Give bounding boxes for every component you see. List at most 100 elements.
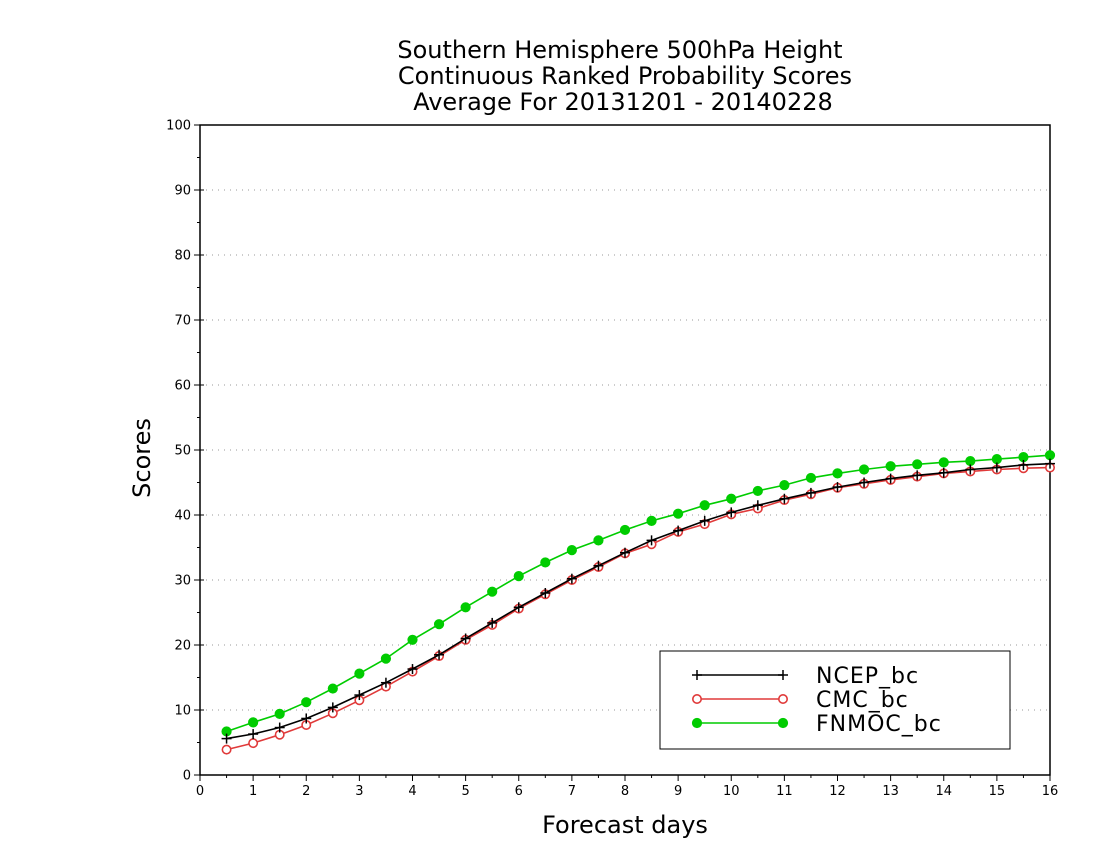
y-tick-label: 70 (174, 314, 191, 329)
data-point-fnmoc-bc (1044, 450, 1056, 461)
data-point-ncep-bc (566, 573, 577, 584)
legend-label: FNMOC_bc (816, 712, 942, 737)
y-tick-label: 30 (174, 574, 191, 589)
x-tick-label: 6 (515, 784, 523, 799)
data-point-fnmoc-bc (380, 653, 392, 664)
data-point-ncep-bc (752, 500, 763, 511)
data-point-fnmoc-bc (354, 668, 365, 679)
x-tick-label: 16 (1042, 784, 1059, 799)
x-tick-label: 7 (568, 784, 576, 799)
y-tick-label: 60 (174, 379, 191, 394)
x-tick-label: 9 (674, 784, 682, 799)
data-point-cmc-bc (221, 744, 232, 755)
data-point-fnmoc-bc (779, 480, 790, 491)
legend-entry-cmc-bc: CMC_bc (691, 688, 909, 713)
data-point-fnmoc-bc (460, 602, 471, 613)
legend-marker-left (692, 670, 702, 680)
data-point-fnmoc-bc (513, 571, 524, 582)
data-point-fnmoc-bc (274, 708, 285, 720)
data-point-fnmoc-bc (566, 545, 577, 556)
data-point-fnmoc-bc (912, 459, 923, 470)
x-tick-label: 15 (989, 784, 1006, 799)
chart-title: Southern Hemisphere 500hPa Height Contin… (397, 36, 852, 116)
data-point-ncep-bc (301, 713, 312, 724)
legend-box (659, 650, 1011, 750)
legend-entry-ncep-bc: NCEP_bc (692, 664, 919, 689)
y-tick-label: 100 (166, 119, 191, 134)
data-point-ncep-bc (859, 477, 870, 488)
legend-label: CMC_bc (816, 688, 909, 713)
data-point-ncep-bc (699, 515, 710, 526)
data-point-ncep-bc (646, 535, 657, 546)
y-tick-label: 80 (174, 249, 191, 264)
x-tick-label: 13 (882, 784, 899, 799)
x-tick-label: 11 (776, 784, 793, 799)
data-point-fnmoc-bc (938, 457, 949, 468)
y-tick-label: 40 (174, 509, 191, 524)
x-axis-label: Forecast days (542, 811, 708, 839)
data-point-ncep-bc (885, 473, 896, 484)
data-point-fnmoc-bc (327, 683, 338, 694)
data-point-ncep-bc (593, 560, 604, 571)
data-point-ncep-bc (673, 525, 684, 536)
data-point-fnmoc-bc (965, 455, 976, 467)
data-point-ncep-bc (726, 507, 737, 518)
data-point-fnmoc-bc (726, 493, 737, 504)
data-point-ncep-bc (540, 588, 551, 598)
x-tick-label: 4 (408, 784, 416, 799)
data-point-ncep-bc (965, 464, 976, 475)
y-tick-label: 0 (183, 769, 191, 784)
data-point-ncep-bc (380, 677, 391, 688)
series-layer (221, 450, 1056, 755)
x-tick-label: 0 (196, 784, 204, 799)
data-point-fnmoc-bc (646, 515, 657, 526)
data-point-ncep-bc (912, 470, 923, 481)
y-tick-label: 90 (174, 184, 191, 199)
data-point-ncep-bc (487, 617, 498, 628)
x-tick-label: 8 (621, 784, 629, 799)
data-point-ncep-bc (991, 462, 1002, 473)
y-tick-label: 20 (174, 639, 191, 654)
y-axis-label: Scores (128, 418, 156, 498)
data-point-ncep-bc (938, 467, 949, 478)
x-tick-label: 3 (355, 784, 363, 799)
legend-label: NCEP_bc (816, 664, 919, 689)
data-point-ncep-bc (620, 547, 630, 558)
legend-marker-left (691, 717, 703, 729)
data-point-fnmoc-bc (487, 586, 498, 597)
data-point-ncep-bc (274, 722, 285, 733)
data-point-fnmoc-bc (832, 468, 843, 479)
legend-marker-right (778, 670, 788, 680)
data-point-fnmoc-bc (619, 524, 631, 536)
data-point-ncep-bc (1045, 458, 1055, 469)
grid-lines (200, 189, 1050, 711)
data-point-ncep-bc (805, 487, 816, 498)
data-point-ncep-bc (354, 690, 365, 701)
data-point-fnmoc-bc (805, 472, 817, 484)
data-point-fnmoc-bc (540, 557, 551, 568)
data-point-fnmoc-bc (301, 697, 312, 708)
series-ncep-bc (221, 458, 1055, 744)
x-tick-label: 14 (935, 784, 952, 799)
data-point-fnmoc-bc (858, 464, 870, 475)
legend-entry-fnmoc-bc: FNMOC_bc (691, 712, 942, 737)
data-point-ncep-bc (1018, 459, 1029, 470)
x-tick-label: 5 (461, 784, 469, 799)
data-point-fnmoc-bc (885, 461, 896, 472)
data-point-fnmoc-bc (248, 717, 259, 728)
data-point-fnmoc-bc (991, 454, 1002, 465)
title-line-1: Southern Hemisphere 500hPa Height (397, 36, 842, 64)
legend-marker-right (777, 693, 788, 704)
data-point-ncep-bc (513, 602, 524, 613)
x-tick-label: 2 (302, 784, 310, 799)
data-point-ncep-bc (779, 493, 790, 504)
x-tick-label: 12 (829, 784, 846, 799)
data-point-cmc-bc (248, 738, 259, 749)
legend-marker-left (691, 693, 702, 704)
data-point-ncep-bc (434, 649, 445, 660)
y-tick-label: 10 (174, 704, 191, 719)
data-point-fnmoc-bc (407, 634, 418, 645)
data-point-ncep-bc (832, 482, 843, 493)
data-point-fnmoc-bc (673, 508, 684, 519)
